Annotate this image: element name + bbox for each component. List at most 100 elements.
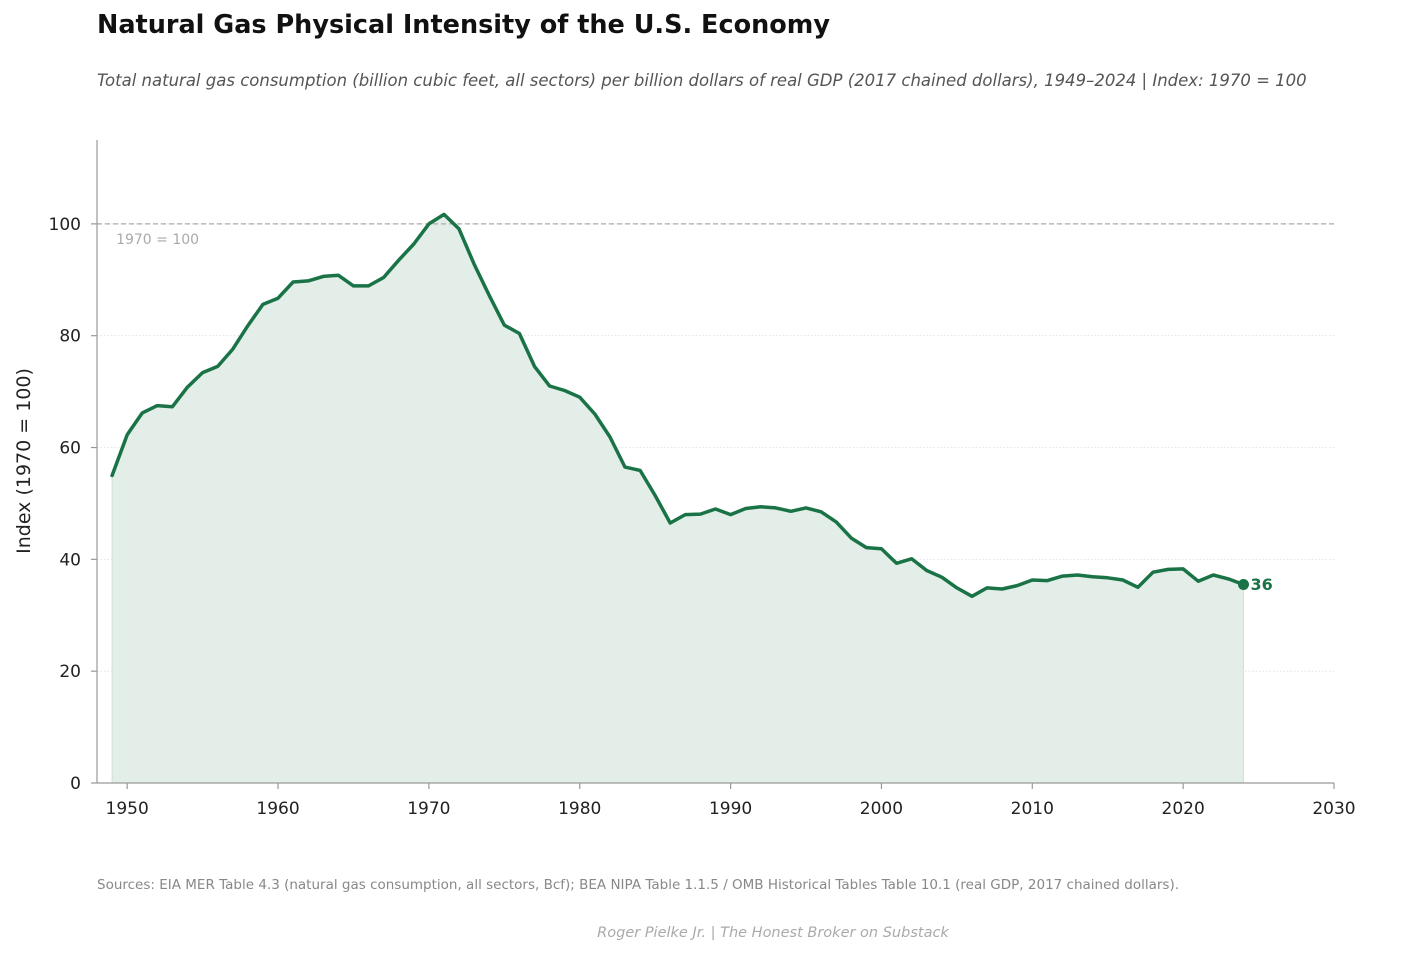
x-tick-label-1950: 1950 xyxy=(106,799,149,819)
x-tick-label-2000: 2000 xyxy=(860,799,903,819)
data-point-1996 xyxy=(819,510,823,514)
x-tick-label-2020: 2020 xyxy=(1162,799,1205,819)
data-point-1978 xyxy=(548,384,552,388)
data-point-1955 xyxy=(201,371,205,375)
data-point-1961 xyxy=(291,280,295,284)
x-tick-label-1960: 1960 xyxy=(256,799,299,819)
data-point-1988 xyxy=(698,512,702,516)
y-tick-label-100: 100 xyxy=(49,215,81,235)
y-axis-title: Index (1970 = 100) xyxy=(13,368,35,554)
data-point-1972 xyxy=(457,227,461,231)
data-point-1949 xyxy=(110,474,114,478)
data-point-2009 xyxy=(1015,584,1019,588)
data-point-1969 xyxy=(412,242,416,246)
y-axis-ticks: 0 20 40 60 80 100 xyxy=(49,215,97,794)
data-point-1950 xyxy=(125,433,129,437)
data-point-1982 xyxy=(608,435,612,439)
data-point-2018 xyxy=(1151,570,1155,574)
data-point-1999 xyxy=(864,546,868,550)
data-point-2008 xyxy=(1000,587,1004,591)
data-point-1971 xyxy=(442,212,446,216)
data-point-1956 xyxy=(216,364,220,368)
y-tick-label-0: 0 xyxy=(70,774,81,794)
data-point-2022 xyxy=(1211,573,1215,577)
data-point-1962 xyxy=(306,279,310,283)
data-point-1989 xyxy=(714,507,718,511)
data-point-1975 xyxy=(502,323,506,327)
data-point-1974 xyxy=(487,293,491,297)
y-tick-label-20: 20 xyxy=(59,662,81,682)
chart-title: Natural Gas Physical Intensity of the U.… xyxy=(97,10,830,40)
series-line xyxy=(110,212,1246,599)
data-point-2003 xyxy=(925,569,929,573)
data-point-1953 xyxy=(170,405,174,409)
data-point-2001 xyxy=(895,561,899,565)
data-point-2021 xyxy=(1196,579,1200,583)
data-point-1976 xyxy=(517,332,521,336)
data-point-1965 xyxy=(352,284,356,288)
data-point-2019 xyxy=(1166,567,1170,571)
data-point-2015 xyxy=(1106,576,1110,580)
data-point-1994 xyxy=(789,509,793,513)
data-point-2010 xyxy=(1030,578,1034,582)
x-tick-label-1970: 1970 xyxy=(407,799,450,819)
data-point-1995 xyxy=(804,506,808,510)
end-value-label: 36 xyxy=(1250,575,1272,594)
y-tick-label-40: 40 xyxy=(59,550,81,570)
data-point-1977 xyxy=(533,364,537,368)
data-point-1973 xyxy=(472,262,476,266)
data-point-2014 xyxy=(1091,575,1095,579)
data-point-2013 xyxy=(1076,573,1080,577)
area-fill xyxy=(111,213,1244,784)
data-point-1958 xyxy=(246,324,250,328)
data-point-2017 xyxy=(1136,585,1140,589)
data-point-1998 xyxy=(849,536,853,540)
y-tick-label-60: 60 xyxy=(59,439,81,459)
reference-line-label: 1970 = 100 xyxy=(116,232,199,248)
data-point-1963 xyxy=(321,274,325,278)
end-point-marker xyxy=(1237,579,1249,591)
data-point-2016 xyxy=(1121,578,1125,582)
data-point-1983 xyxy=(623,465,627,469)
x-tick-label-1990: 1990 xyxy=(709,799,752,819)
data-point-1985 xyxy=(653,494,657,498)
data-point-1954 xyxy=(186,385,190,389)
data-point-1967 xyxy=(382,276,386,280)
data-point-1959 xyxy=(261,302,265,306)
data-point-1966 xyxy=(367,284,371,288)
data-point-1968 xyxy=(397,258,401,262)
author-credit: Roger Pielke Jr. | The Honest Broker on … xyxy=(597,925,949,941)
data-point-2002 xyxy=(910,557,914,561)
x-tick-label-1980: 1980 xyxy=(558,799,601,819)
data-point-1964 xyxy=(336,273,340,277)
data-point-1960 xyxy=(276,296,280,300)
source-note: Sources: EIA MER Table 4.3 (natural gas … xyxy=(97,877,1180,893)
chart-subtitle: Total natural gas consumption (billion c… xyxy=(97,71,1307,90)
data-point-1984 xyxy=(638,468,642,472)
data-point-2012 xyxy=(1061,574,1065,578)
x-tick-label-2010: 2010 xyxy=(1011,799,1054,819)
data-point-1970 xyxy=(427,222,431,226)
data-point-1957 xyxy=(231,347,235,351)
data-point-1952 xyxy=(155,404,159,408)
x-tick-label-2030: 2030 xyxy=(1312,799,1355,819)
data-point-1979 xyxy=(563,389,567,393)
data-point-1980 xyxy=(578,395,582,399)
data-point-2020 xyxy=(1181,567,1185,571)
data-point-2005 xyxy=(955,586,959,590)
data-point-1993 xyxy=(774,506,778,510)
data-point-1987 xyxy=(683,513,687,517)
data-point-2023 xyxy=(1226,577,1230,581)
data-point-2000 xyxy=(879,547,883,551)
data-point-1951 xyxy=(140,411,144,415)
x-axis-ticks: 1950 1960 1970 1980 1990 2000 2010 2020 2030 xyxy=(106,783,1356,819)
data-point-2011 xyxy=(1045,579,1049,583)
data-point-2007 xyxy=(985,586,989,590)
y-tick-label-80: 80 xyxy=(59,327,81,347)
data-point-1992 xyxy=(759,505,763,509)
data-point-1981 xyxy=(593,412,597,416)
data-point-1991 xyxy=(744,507,748,511)
data-point-1990 xyxy=(729,513,733,517)
data-point-2006 xyxy=(970,594,974,598)
